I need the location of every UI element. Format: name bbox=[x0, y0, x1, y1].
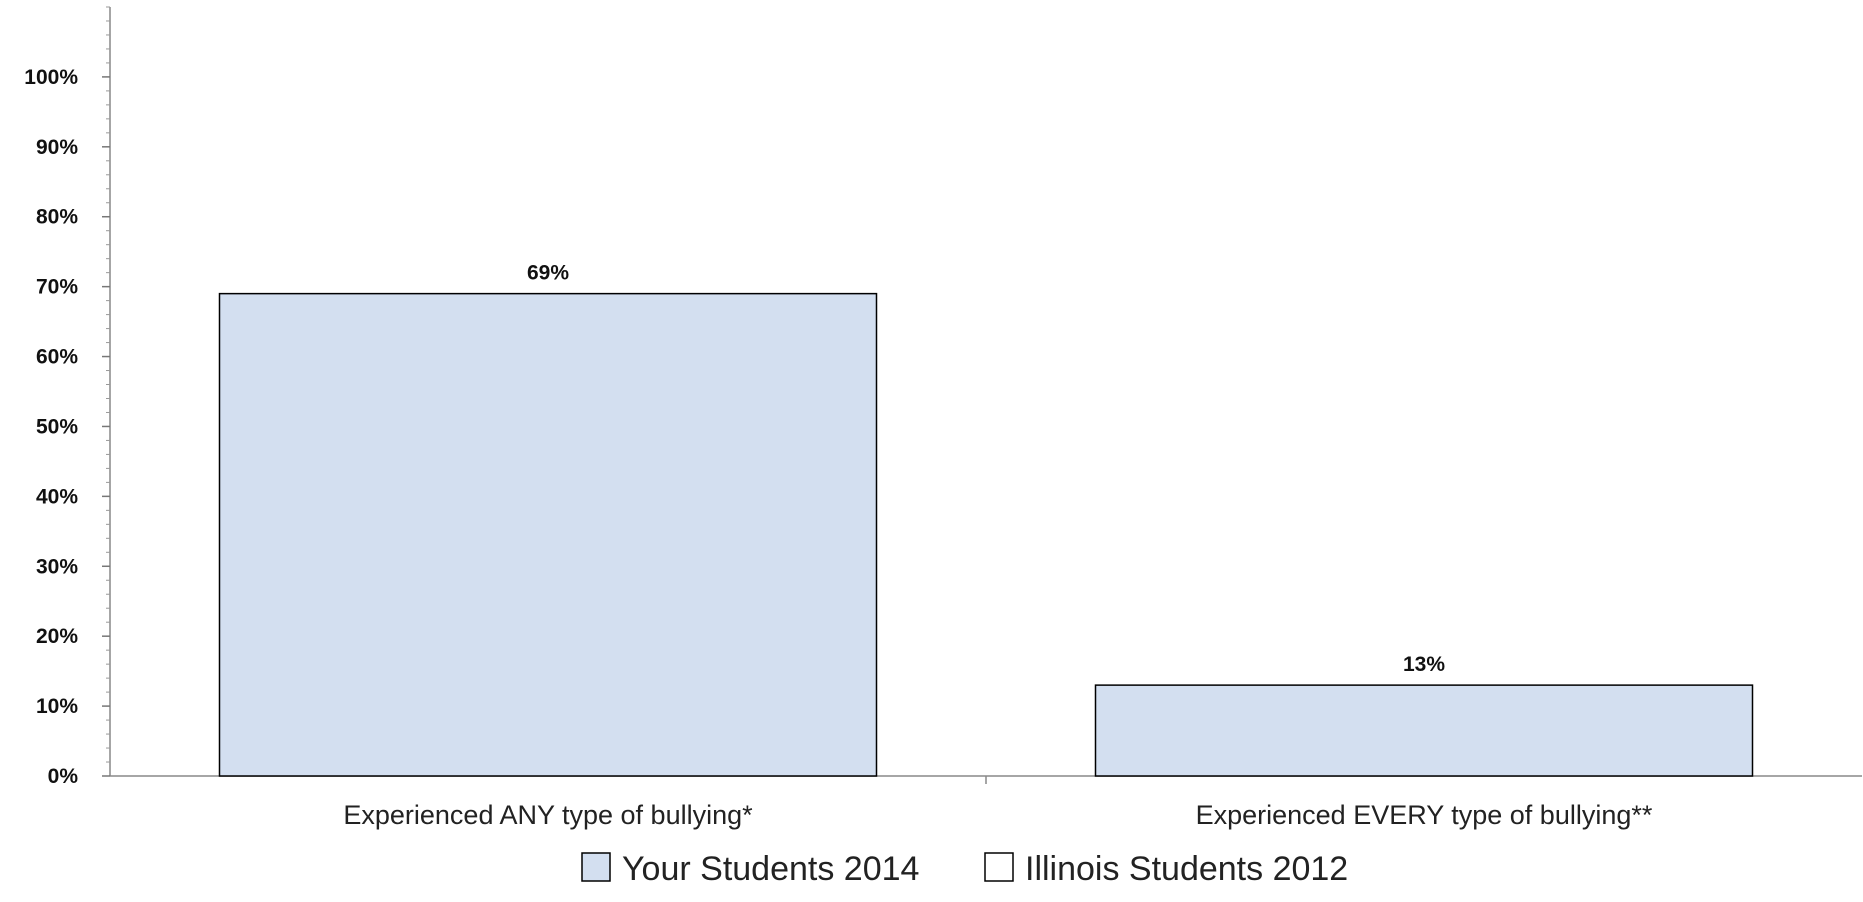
data-label: 13% bbox=[1403, 653, 1445, 676]
y-tick-label: 20% bbox=[36, 625, 78, 648]
y-tick-label: 10% bbox=[36, 695, 78, 718]
y-tick-label: 50% bbox=[36, 415, 78, 438]
bars: 69% 13% bbox=[218, 262, 1754, 777]
y-tick-label: 100% bbox=[24, 66, 78, 89]
y-tick-label: 40% bbox=[36, 485, 78, 508]
x-category-label: Experienced ANY type of bullying* bbox=[343, 800, 753, 830]
y-tick-label: 30% bbox=[36, 555, 78, 578]
y-tick-label: 80% bbox=[36, 206, 78, 229]
x-category-label: Experienced EVERY type of bullying** bbox=[1196, 800, 1653, 830]
legend-swatch bbox=[984, 852, 1014, 882]
x-axis: Experienced ANY type of bullying* Experie… bbox=[110, 775, 1862, 830]
y-tick-label: 70% bbox=[36, 276, 78, 299]
y-tick-label: 0% bbox=[48, 765, 79, 788]
bar bbox=[218, 292, 878, 777]
legend-swatch bbox=[581, 852, 611, 882]
legend-label: Your Students 2014 bbox=[622, 850, 919, 888]
y-axis: 0% 10% 20% 30% 40% 50% 60% 70% 80% 90% 100% bbox=[24, 6, 111, 788]
bar bbox=[1094, 684, 1754, 777]
legend-label: Illinois Students 2012 bbox=[1025, 850, 1348, 888]
legend: Your Students 2014 Illinois Students 2012 bbox=[581, 850, 1348, 888]
y-tick-label: 60% bbox=[36, 346, 78, 369]
data-label: 69% bbox=[527, 262, 569, 285]
y-tick-label: 90% bbox=[36, 136, 78, 159]
